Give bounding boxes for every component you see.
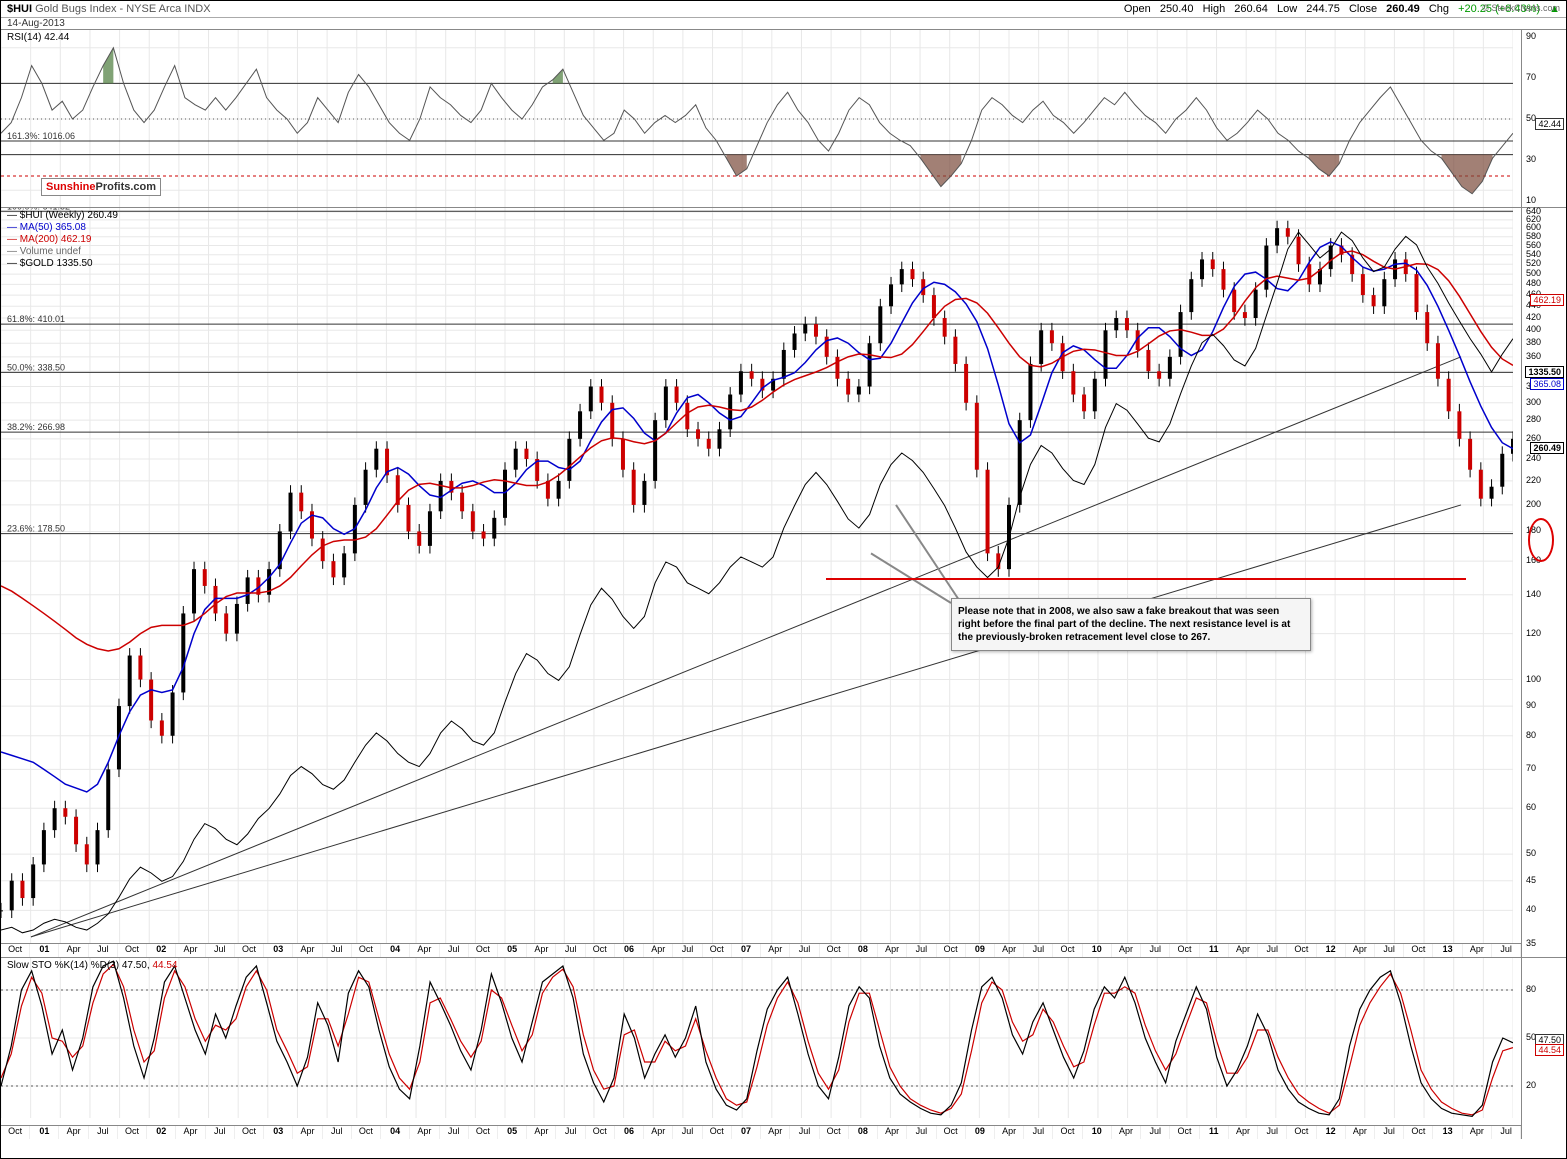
- open-value: 250.40: [1160, 3, 1194, 15]
- sto-plot: [1, 958, 1513, 1118]
- chg-label: Chg: [1429, 3, 1449, 15]
- symbol-description: Gold Bugs Index - NYSE Arca INDX: [35, 3, 210, 15]
- low-value: 244.75: [1306, 3, 1340, 15]
- chart-date: 14-Aug-2013: [1, 18, 1566, 29]
- high-label: High: [1203, 3, 1226, 15]
- sto-label: Slow STO %K(14) %D(3) 47.50, 44.54: [7, 960, 177, 971]
- svg-text:161.3%: 1016.06: 161.3%: 1016.06: [7, 131, 75, 141]
- high-value: 260.64: [1234, 3, 1268, 15]
- price-plot: 100.0%: 641.5261.8%: 410.0150.0%: 338.50…: [1, 208, 1513, 944]
- open-label: Open: [1124, 3, 1151, 15]
- svg-text:38.2%: 266.98: 38.2%: 266.98: [7, 422, 65, 432]
- rsi-current-tag: 42.44: [1535, 118, 1564, 130]
- rsi-panel: RSI(14) 42.44 161.3%: 1016.06 9070503010…: [1, 29, 1566, 207]
- svg-text:61.8%: 410.01: 61.8%: 410.01: [7, 314, 65, 324]
- annotation-box: Please note that in 2008, we also saw a …: [951, 598, 1311, 651]
- price-y-axis: 6406206005805605405205004804604404204003…: [1521, 208, 1566, 957]
- sto-x-axis: Oct01AprJulOct02AprJulOct03AprJulOct04Ap…: [1, 1125, 1521, 1139]
- target-oval: [1528, 518, 1554, 562]
- close-label: Close: [1349, 3, 1377, 15]
- watermark-part1: Sunshine: [46, 181, 96, 193]
- low-label: Low: [1277, 3, 1297, 15]
- price-panel-labels: — $HUI (Weekly) 260.49— MA(50) 365.08— M…: [7, 210, 118, 270]
- chart-container: $HUI Gold Bugs Index - NYSE Arca INDX Op…: [0, 0, 1567, 1159]
- stochastic-panel: Slow STO %K(14) %D(3) 47.50, 44.54 80502…: [1, 957, 1566, 1139]
- close-value: 260.49: [1386, 3, 1420, 15]
- support-line: [826, 578, 1466, 580]
- sto-d-tag: 44.54: [1535, 1044, 1564, 1056]
- symbol: $HUI: [7, 3, 32, 15]
- watermark[interactable]: SunshineProfits.com: [41, 178, 161, 196]
- price-panel: — $HUI (Weekly) 260.49— MA(50) 365.08— M…: [1, 207, 1566, 957]
- chart-header: $HUI Gold Bugs Index - NYSE Arca INDX Op…: [1, 1, 1566, 18]
- rsi-plot: 161.3%: 1016.06: [1, 30, 1513, 208]
- svg-text:23.6%: 178.50: 23.6%: 178.50: [7, 524, 65, 534]
- watermark-part2: Profits.com: [96, 181, 157, 193]
- svg-text:50.0%: 338.50: 50.0%: 338.50: [7, 362, 65, 372]
- header-left: $HUI Gold Bugs Index - NYSE Arca INDX: [7, 3, 211, 15]
- rsi-label: RSI(14) 42.44: [7, 32, 69, 43]
- source-link[interactable]: © StockCharts.com: [1482, 3, 1560, 13]
- price-x-axis: Oct01AprJulOct02AprJulOct03AprJulOct04Ap…: [1, 943, 1521, 957]
